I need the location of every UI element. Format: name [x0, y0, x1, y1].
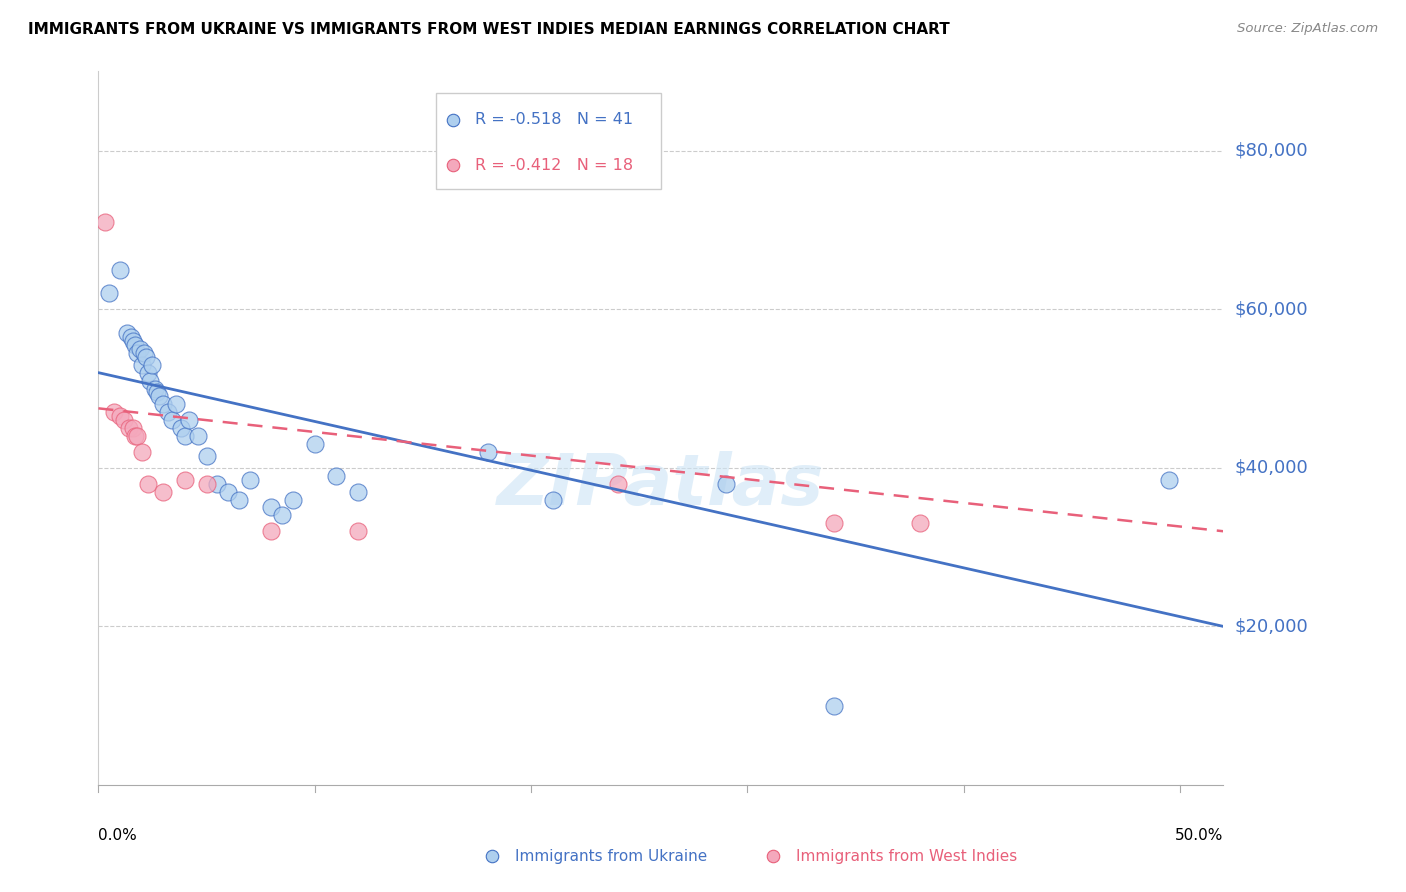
Point [195, 449, 218, 463]
Text: ZIPatlas: ZIPatlas [498, 450, 824, 520]
Point [910, 516, 932, 531]
Point [152, 484, 174, 499]
Point [127, 346, 149, 360]
Point [195, 476, 218, 491]
Point [174, 429, 197, 443]
Text: Immigrants from West Indies: Immigrants from West Indies [796, 849, 1017, 863]
Point [239, 473, 262, 487]
Point [122, 421, 145, 435]
Point [115, 326, 138, 340]
Point [228, 492, 250, 507]
Point [108, 409, 131, 424]
Point [187, 429, 209, 443]
Point [141, 358, 163, 372]
Point [207, 476, 229, 491]
Point [217, 484, 239, 499]
Point [347, 484, 370, 499]
Point [131, 358, 153, 372]
FancyBboxPatch shape [436, 93, 661, 189]
Point [136, 476, 159, 491]
Point [165, 397, 187, 411]
Text: R = -0.518   N = 41: R = -0.518 N = 41 [475, 112, 633, 128]
Point [152, 397, 174, 411]
Point [541, 492, 564, 507]
Point [132, 346, 155, 360]
Text: $80,000: $80,000 [1234, 142, 1308, 160]
Point [122, 334, 145, 348]
Text: R = -0.412   N = 18: R = -0.412 N = 18 [475, 158, 633, 172]
Point [127, 429, 149, 443]
Point [139, 374, 162, 388]
Point [118, 421, 141, 435]
Point [477, 445, 499, 459]
Point [156, 405, 179, 419]
Text: $20,000: $20,000 [1234, 617, 1308, 635]
Text: $60,000: $60,000 [1234, 301, 1308, 318]
Text: 0.0%: 0.0% [98, 828, 138, 843]
Point [325, 468, 347, 483]
Point [120, 330, 142, 344]
Point [135, 350, 157, 364]
Text: Immigrants from Ukraine: Immigrants from Ukraine [515, 849, 707, 863]
Point [347, 524, 370, 539]
Point [823, 516, 845, 531]
Point [1159, 473, 1181, 487]
Point [606, 476, 628, 491]
Point [136, 366, 159, 380]
Point [271, 508, 294, 523]
Point [148, 389, 170, 403]
Point [260, 500, 283, 515]
Text: 50.0%: 50.0% [1175, 828, 1223, 843]
Point [179, 413, 201, 427]
Point [124, 338, 146, 352]
Point [304, 437, 326, 451]
Point [169, 421, 191, 435]
Text: IMMIGRANTS FROM UKRAINE VS IMMIGRANTS FROM WEST INDIES MEDIAN EARNINGS CORRELATI: IMMIGRANTS FROM UKRAINE VS IMMIGRANTS FR… [28, 22, 950, 37]
Point [146, 385, 169, 400]
Point [108, 262, 131, 277]
Point [94, 215, 117, 229]
Point [160, 413, 183, 427]
Point [128, 342, 150, 356]
Point [98, 286, 121, 301]
Point [823, 698, 845, 713]
Point [714, 476, 737, 491]
Point [143, 382, 166, 396]
Point [260, 524, 283, 539]
Point [281, 492, 304, 507]
Text: $40,000: $40,000 [1234, 458, 1308, 477]
Point [112, 413, 135, 427]
Point [131, 445, 153, 459]
Point [124, 429, 146, 443]
Point [103, 405, 125, 419]
Text: Source: ZipAtlas.com: Source: ZipAtlas.com [1237, 22, 1378, 36]
Point [174, 473, 197, 487]
